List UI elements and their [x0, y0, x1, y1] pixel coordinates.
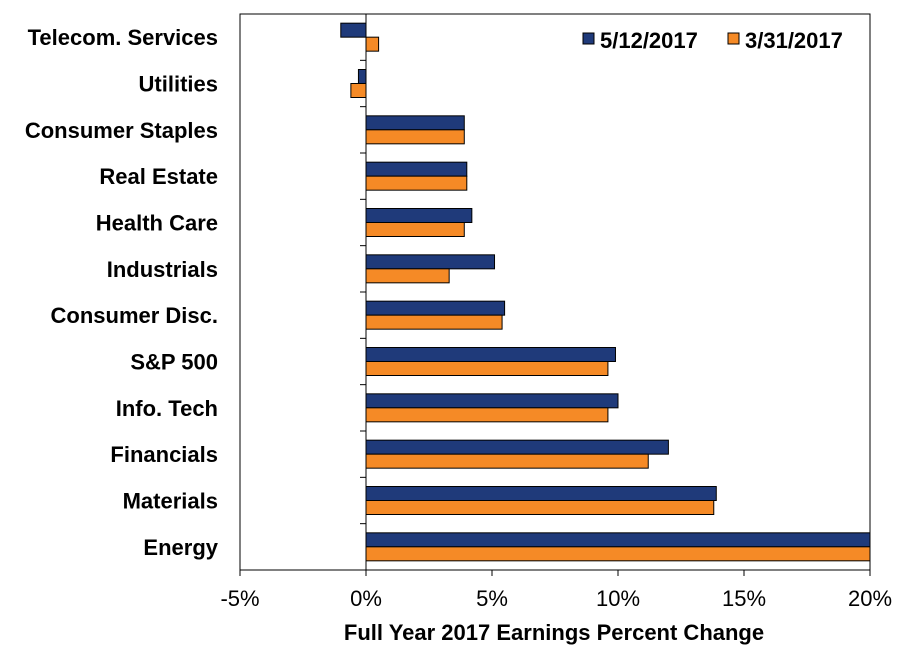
bar-series2-4 [365, 222, 465, 237]
category-label: Utilities [139, 72, 218, 97]
legend-swatch-series1 [582, 32, 595, 45]
x-tick-label: -5% [220, 586, 259, 611]
bar-series2-8 [365, 407, 609, 423]
bar-series1-5 [365, 254, 496, 270]
bar-series1-0 [340, 22, 367, 38]
bar-series2-1 [350, 83, 367, 98]
bar-series2-7 [365, 361, 609, 376]
x-axis-title: Full Year 2017 Earnings Percent Change [344, 620, 764, 645]
x-tick-label: 10% [596, 586, 640, 611]
bar-series1-4 [365, 208, 473, 223]
bar-series2-6 [365, 314, 503, 330]
bar-series2-3 [365, 175, 468, 191]
category-label: Consumer Disc. [51, 303, 219, 328]
legend-label-series2: 3/31/2017 [745, 28, 843, 53]
bar-series1-11 [365, 532, 871, 548]
bar-series1-2 [365, 115, 465, 131]
x-tick-label: 5% [476, 586, 508, 611]
bar-series1-7 [365, 347, 616, 362]
labels-layer: Telecom. Services Utilities Consumer Stapl… [25, 25, 892, 611]
bar-series2-9 [365, 453, 649, 469]
x-tick-label: 15% [722, 586, 766, 611]
legend-label-series1: 5/12/2017 [600, 28, 698, 53]
category-label: Consumer Staples [25, 118, 218, 143]
x-tick-label: 20% [848, 586, 892, 611]
category-label: S&P 500 [130, 350, 218, 375]
bars-layer [340, 22, 871, 562]
bar-series2-2 [365, 129, 465, 145]
category-label: Materials [123, 489, 218, 514]
category-label: Energy [143, 535, 218, 560]
x-tick-label: 0% [350, 586, 382, 611]
category-label: Info. Tech [116, 396, 218, 421]
bar-series1-10 [365, 486, 717, 501]
legend: 5/12/2017 3/31/2017 [582, 28, 843, 53]
category-label: Industrials [107, 257, 218, 282]
axes-layer [239, 13, 871, 576]
bar-series1-9 [365, 439, 669, 455]
bar-series1-8 [365, 393, 619, 409]
bar-series2-11 [365, 546, 871, 562]
bar-series1-1 [357, 69, 367, 84]
category-label: Telecom. Services [28, 25, 218, 50]
category-label: Financials [110, 442, 218, 467]
legend-swatch-series2 [727, 32, 740, 45]
bar-series2-5 [365, 268, 450, 284]
category-label: Real Estate [99, 164, 218, 189]
plot-frame [239, 13, 871, 571]
bar-series1-6 [365, 300, 506, 316]
bar-series2-0 [365, 36, 380, 52]
bar-series2-10 [365, 500, 715, 515]
bar-series1-3 [365, 161, 468, 177]
category-label: Health Care [96, 211, 218, 236]
